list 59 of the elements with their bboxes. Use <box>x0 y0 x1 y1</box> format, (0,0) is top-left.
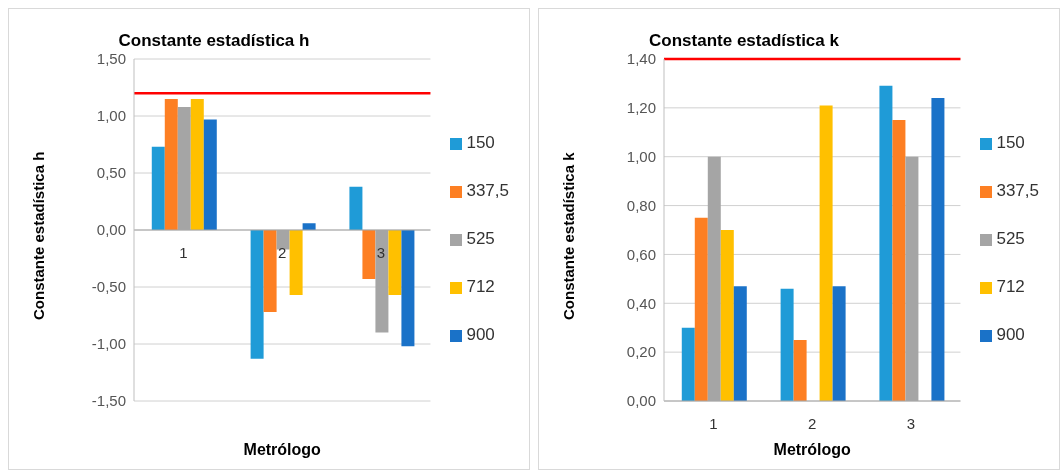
legend-label: 900 <box>996 325 1025 344</box>
bar <box>892 120 906 401</box>
bar <box>203 119 217 230</box>
bar <box>681 327 695 401</box>
y-tick-label: 0,20 <box>626 343 656 361</box>
legend-label: 712 <box>996 277 1025 296</box>
x-tick-label: 1 <box>179 244 188 261</box>
bar <box>401 230 415 347</box>
x-tick-label: 3 <box>906 415 916 432</box>
bar <box>289 230 303 295</box>
legend-label: 712 <box>466 277 495 296</box>
bar <box>793 339 807 401</box>
bar <box>151 146 165 230</box>
y-axis-title: Constante estadística k <box>560 151 578 320</box>
x-tick-label: 2 <box>278 244 287 261</box>
legend-label: 150 <box>466 133 495 152</box>
y-tick-label: -1,50 <box>91 392 126 410</box>
bar <box>780 288 794 401</box>
bar <box>694 217 708 401</box>
legend-label: 337,5 <box>996 181 1039 200</box>
x-tick-label: 1 <box>709 415 718 432</box>
y-tick-label: 0,80 <box>626 196 656 214</box>
legend-label: 900 <box>466 325 495 344</box>
y-tick-label: 0,00 <box>626 392 656 410</box>
y-tick-label: 0,00 <box>96 221 126 239</box>
legend-label: 525 <box>996 229 1025 248</box>
bar <box>263 230 277 313</box>
y-tick-label: -0,50 <box>91 278 126 296</box>
bar <box>349 186 363 230</box>
y-tick-label: 0,40 <box>626 294 656 312</box>
bar <box>819 105 833 401</box>
bar <box>832 286 846 401</box>
bar <box>879 85 893 401</box>
bar <box>720 230 734 401</box>
x-axis-title: Metrólogo <box>243 441 322 458</box>
x-tick-label: 3 <box>376 244 386 261</box>
y-tick-label: 0,50 <box>96 164 126 182</box>
bar <box>931 98 945 401</box>
bar <box>733 286 747 401</box>
y-tick-label: -1,00 <box>91 335 126 353</box>
y-tick-label: 1,50 <box>96 50 126 68</box>
bar <box>362 230 376 280</box>
bar <box>164 98 178 230</box>
y-tick-label: 1,00 <box>96 107 126 125</box>
y-axis-title: Constante estadística h <box>30 151 48 320</box>
legend-label: 150 <box>996 133 1025 152</box>
legend-label: 337,5 <box>466 181 509 200</box>
chart-title: Constante estadística h <box>117 31 311 51</box>
y-tick-label: 1,00 <box>626 148 656 166</box>
y-tick-label: 1,20 <box>626 99 656 117</box>
y-tick-label: 1,40 <box>626 50 656 68</box>
bar <box>190 98 204 230</box>
bar <box>388 230 402 295</box>
bar <box>250 230 264 359</box>
x-tick-label: 2 <box>808 415 817 432</box>
chart-title: Constante estadística k <box>648 31 840 51</box>
legend-label: 525 <box>466 229 495 248</box>
x-axis-title: Metrólogo <box>773 441 852 458</box>
y-tick-label: 0,60 <box>626 245 656 263</box>
